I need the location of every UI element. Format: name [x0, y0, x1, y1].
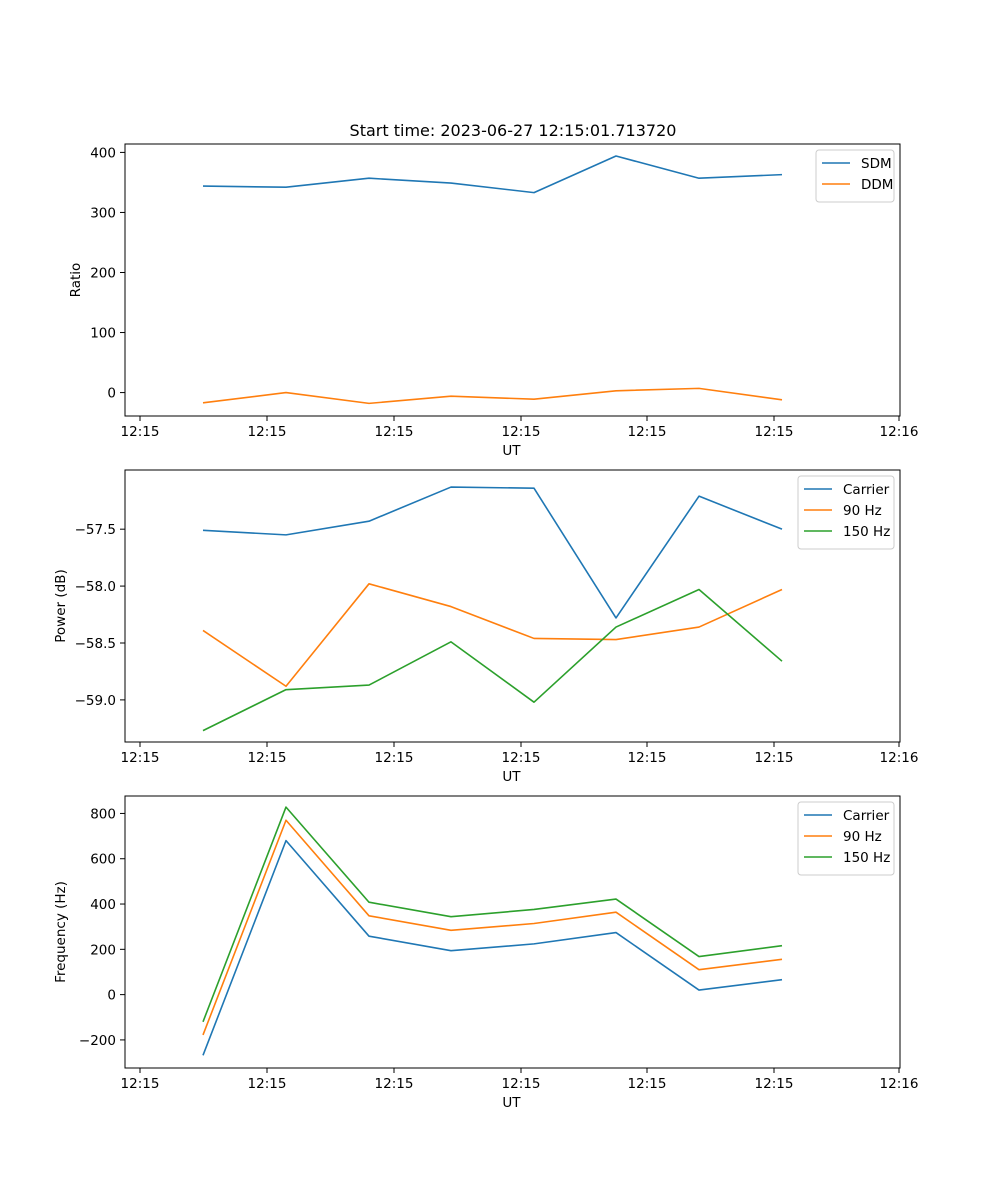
y-tick-label: 600	[90, 852, 116, 868]
y-tick-label: 100	[90, 326, 116, 342]
y-tick-label: 400	[90, 145, 116, 161]
x-tick-label: 12:15	[248, 750, 287, 766]
y-axis-label: Ratio	[68, 263, 84, 298]
axes-frame	[124, 795, 901, 1069]
x-tick-label: 12:15	[121, 424, 160, 440]
x-tick-label: 12:15	[755, 424, 794, 440]
x-axis-label: UT	[502, 443, 521, 459]
legend-label: SDM	[861, 156, 892, 172]
x-tick-label: 12:15	[502, 750, 541, 766]
y-tick-label: −57.5	[75, 522, 116, 538]
x-tick-label: 12:15	[628, 1076, 667, 1092]
x-tick-label: 12:16	[880, 1076, 919, 1092]
legend-label: 150 Hz	[843, 524, 890, 540]
x-tick-label: 12:15	[121, 1076, 160, 1092]
series-line-90-hz	[202, 583, 783, 688]
legend-label: Carrier	[843, 808, 890, 824]
x-tick-label: 12:15	[755, 750, 794, 766]
x-tick-label: 12:15	[375, 1076, 414, 1092]
y-tick-label: 300	[90, 205, 116, 221]
chart-title: Start time: 2023-06-27 12:15:01.713720	[350, 121, 677, 140]
y-tick-label: 0	[107, 386, 116, 402]
y-tick-label: 200	[90, 265, 116, 281]
legend: SDM DDM	[815, 149, 895, 203]
legend-label: DDM	[861, 177, 893, 193]
x-tick-label: 12:15	[628, 750, 667, 766]
series-line-carrier	[202, 486, 783, 619]
axes-frame	[124, 469, 901, 743]
series-line-90-hz	[202, 819, 783, 1036]
y-axis-label: Frequency (Hz)	[53, 881, 69, 983]
series-line-ddm	[202, 387, 783, 405]
x-tick-label: 12:15	[248, 424, 287, 440]
y-tick-label: −58.0	[75, 579, 116, 595]
y-tick-label: −58.5	[75, 636, 116, 652]
y-tick-label: 400	[90, 897, 116, 913]
series-line-sdm	[202, 155, 783, 194]
legend: Carrier 90 Hz 150 Hz	[797, 475, 895, 550]
legend-label: 90 Hz	[843, 503, 882, 519]
subplot-2: 12:15 12:15 12:15 12:15 12:15 12:15 12:16 −57.5…	[53, 469, 919, 785]
y-axis-label: Power (dB)	[53, 569, 69, 642]
x-axis-label: UT	[502, 1095, 521, 1111]
y-tick-label: −59.0	[75, 693, 116, 709]
x-tick-label: 12:15	[755, 1076, 794, 1092]
x-tick-label: 12:15	[628, 424, 667, 440]
y-tick-label: 200	[90, 942, 116, 958]
series-line-150-hz	[202, 588, 783, 732]
x-tick-label: 12:15	[502, 424, 541, 440]
legend-label: 90 Hz	[843, 829, 882, 845]
legend-label: 150 Hz	[843, 850, 890, 866]
x-tick-label: 12:15	[375, 424, 414, 440]
subplot-1: 12:15 12:15 12:15 12:15 12:15 12:15 12:16 0 100 2…	[68, 143, 919, 459]
x-tick-label: 12:15	[375, 750, 414, 766]
y-tick-label: 800	[90, 806, 116, 822]
x-tick-label: 12:15	[121, 750, 160, 766]
y-tick-label: −200	[79, 1033, 116, 1049]
x-tick-label: 12:15	[502, 1076, 541, 1092]
x-tick-label: 12:15	[248, 1076, 287, 1092]
axes-frame	[124, 143, 901, 417]
y-tick-label: 0	[107, 988, 116, 1004]
x-tick-label: 12:16	[880, 424, 919, 440]
x-tick-label: 12:16	[880, 750, 919, 766]
x-axis-label: UT	[502, 769, 521, 785]
legend-label: Carrier	[843, 482, 890, 498]
subplot-3: 12:15 12:15 12:15 12:15 12:15 12:15 12:16 −200 0…	[53, 795, 919, 1111]
series-line-150-hz	[202, 806, 783, 1023]
series-line-carrier	[202, 839, 783, 1056]
legend: Carrier 90 Hz 150 Hz	[797, 801, 895, 876]
